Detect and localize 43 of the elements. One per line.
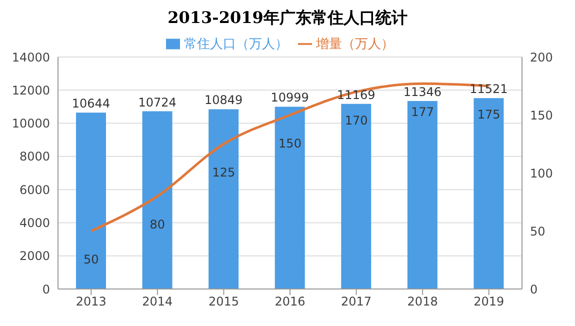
bar — [474, 98, 504, 289]
data-label: 50 — [84, 252, 99, 267]
x-tick-label: 2015 — [208, 294, 239, 309]
data-label: 175 — [477, 108, 500, 122]
bar — [208, 109, 239, 289]
y-tick-label: 12000 — [12, 83, 50, 98]
data-label: 150 — [278, 136, 302, 151]
y-tick-label: 0 — [42, 282, 50, 296]
y-tick-label: 8000 — [19, 150, 50, 164]
bar — [407, 100, 438, 289]
bar — [142, 111, 172, 289]
y2-tick-label: 50 — [530, 224, 546, 238]
data-label: 10999 — [270, 90, 309, 105]
bar — [274, 106, 305, 289]
x-tick-label: 2014 — [142, 294, 173, 309]
bar — [76, 112, 106, 289]
legend-label: 常住人口（万人） — [184, 37, 288, 52]
y2-tick-label: 100 — [530, 166, 553, 180]
data-label: 80 — [150, 218, 166, 232]
data-label: 10644 — [72, 96, 110, 111]
data-label: 10724 — [138, 95, 176, 110]
data-label: 170 — [344, 113, 368, 128]
data-label: 11346 — [403, 84, 442, 99]
y-tick-label: 2000 — [19, 249, 50, 264]
x-tick-label: 2018 — [407, 294, 438, 309]
y-tick-label: 6000 — [19, 182, 50, 197]
x-tick-label: 2016 — [274, 294, 306, 309]
data-label: 125 — [212, 166, 236, 180]
y2-tick-label: 200 — [530, 50, 553, 64]
y2-tick-label: 150 — [530, 108, 553, 122]
bar — [341, 104, 372, 289]
x-tick-label: 2013 — [76, 294, 106, 309]
x-tick-label: 2019 — [474, 294, 504, 309]
legend-label: 增量（万人） — [316, 37, 394, 52]
x-tick-label: 2017 — [341, 294, 372, 309]
y-tick-label: 4000 — [19, 216, 50, 230]
data-label: 11521 — [470, 82, 508, 96]
data-label: 10849 — [204, 93, 243, 108]
data-label: 177 — [411, 105, 434, 120]
chart-title: 2013-2019年广东常住人口统计 — [166, 8, 408, 29]
y2-tick-label: 0 — [530, 282, 538, 296]
y-tick-label: 14000 — [12, 50, 50, 64]
y-tick-label: 10000 — [12, 116, 50, 131]
